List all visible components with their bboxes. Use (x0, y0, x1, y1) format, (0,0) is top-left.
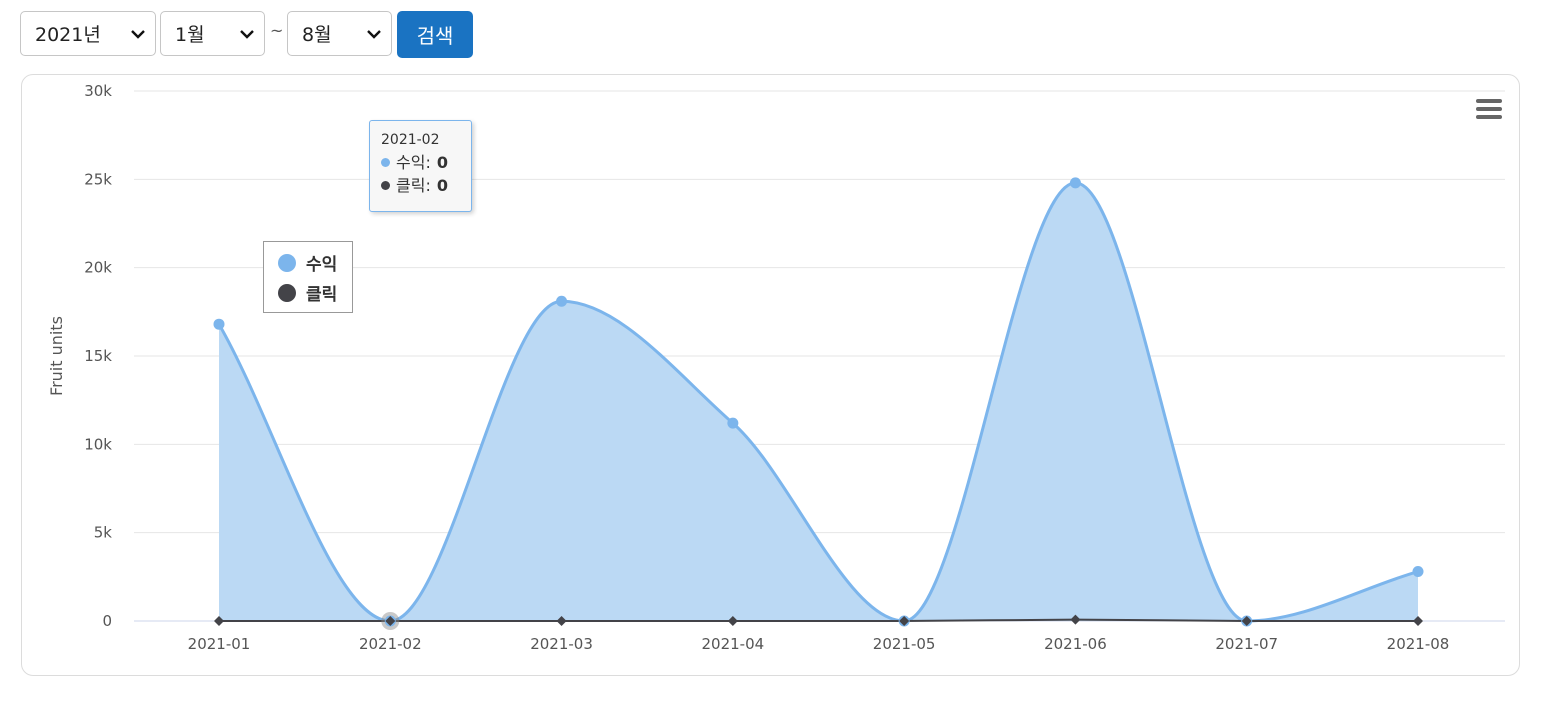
chevron-down-icon (367, 30, 381, 39)
clicks-point (727, 616, 738, 626)
clicks-point (1070, 614, 1081, 625)
x-tick-label: 2021-01 (188, 635, 251, 653)
marker-layer (213, 177, 1424, 630)
x-tick-label: 2021-04 (702, 635, 765, 653)
legend-clicks-marker (278, 283, 296, 302)
chart-menu-icon[interactable] (1476, 99, 1502, 119)
chart-legend: 수익 클릭 (263, 241, 353, 313)
y-tick-label: 25k (84, 170, 112, 188)
tooltip-clicks-dot (381, 181, 390, 190)
clicks-point (556, 616, 567, 626)
revenue-point (213, 318, 225, 330)
end-month-value: 8월 (302, 24, 332, 46)
legend-clicks-label: 클릭 (306, 285, 338, 305)
x-tick-label: 2021-03 (530, 635, 593, 653)
tooltip-revenue-label: 수익 (396, 153, 426, 172)
clicks-point (1241, 616, 1252, 626)
revenue-point (556, 295, 568, 307)
tooltip-revenue-dot (381, 158, 390, 167)
clicks-point (385, 616, 396, 626)
revenue-point (1412, 566, 1424, 578)
chevron-down-icon (240, 30, 254, 39)
range-separator: ~ (270, 21, 284, 40)
x-tick-label: 2021-02 (359, 635, 422, 653)
y-tick-label: 30k (84, 82, 112, 100)
y-tick-label: 5k (94, 524, 113, 542)
y-axis-title: Fruit units (47, 316, 66, 396)
x-tick-label: 2021-06 (1044, 635, 1107, 653)
y-tick-label: 10k (84, 435, 112, 453)
year-select[interactable]: 2021년 (20, 11, 156, 56)
revenue-area (219, 182, 1418, 621)
year-select-value: 2021년 (35, 24, 101, 46)
legend-revenue-label: 수익 (306, 255, 338, 275)
tooltip-revenue-value: 0 (436, 153, 448, 172)
tooltip-clicks-label: 클릭 (396, 176, 426, 195)
x-tick-label: 2021-05 (873, 635, 936, 653)
y-tick-label: 20k (84, 259, 112, 277)
clicks-point (1413, 616, 1423, 626)
clicks-point (899, 616, 910, 626)
legend-revenue-marker (278, 253, 296, 272)
chart-tooltip: 2021-02 수익:0 클릭:0 (369, 120, 472, 212)
legend-item-revenue[interactable]: 수익 (278, 250, 337, 275)
end-month-select[interactable]: 8월 (287, 11, 392, 56)
tooltip-row-clicks: 클릭:0 (381, 174, 471, 197)
x-tick-label: 2021-07 (1215, 635, 1278, 653)
tooltip-clicks-value: 0 (436, 176, 448, 195)
start-month-value: 1월 (175, 24, 205, 46)
revenue-line (217, 181, 1419, 623)
y-tick-label: 0 (102, 612, 112, 630)
y-tick-label: 15k (84, 347, 112, 365)
search-button[interactable]: 검색 (397, 11, 473, 58)
y-axis-ticks: 0 5k 10k 15k 20k 25k 30k (84, 82, 112, 630)
series-layer (217, 181, 1419, 623)
clicks-point (214, 616, 224, 626)
start-month-select[interactable]: 1월 (160, 11, 265, 56)
legend-item-clicks[interactable]: 클릭 (278, 280, 337, 305)
tooltip-title: 2021-02 (381, 132, 440, 148)
chevron-down-icon (131, 30, 145, 39)
x-axis-ticks: 2021-01 2021-02 2021-03 2021-04 2021-05 2021-… (134, 620, 1505, 653)
tooltip-row-revenue: 수익:0 (381, 151, 471, 174)
revenue-point (727, 417, 739, 429)
clicks-line (219, 618, 1418, 623)
x-tick-label: 2021-08 (1387, 635, 1450, 653)
revenue-point (1069, 177, 1081, 189)
